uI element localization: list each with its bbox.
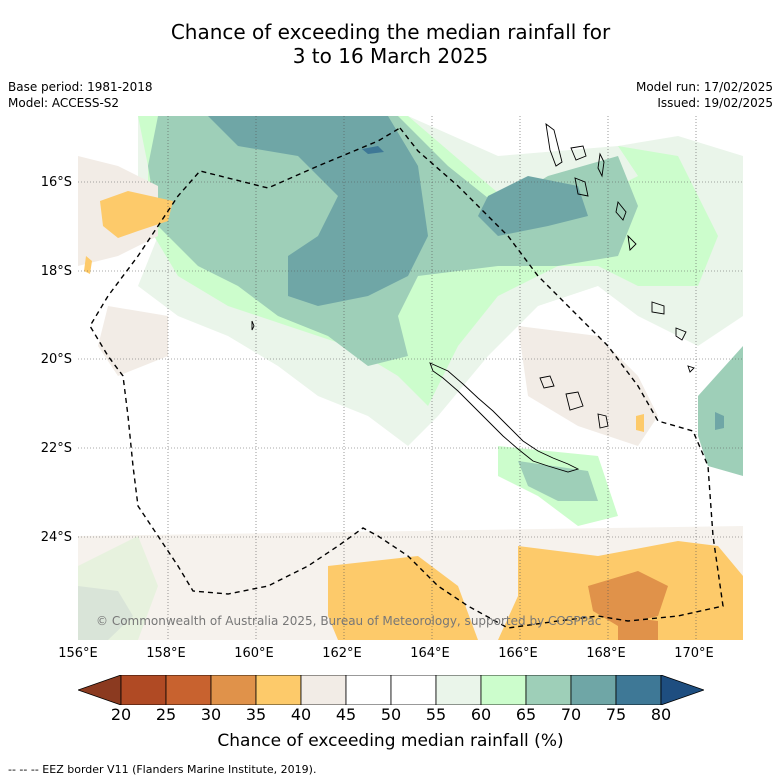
colorbar-tick-45: 45 [335, 705, 357, 724]
colorbar-extend-low [78, 675, 122, 705]
lat-label-16s: 16°S [40, 175, 72, 190]
colorbar-tick-35: 35 [245, 705, 267, 724]
copyright-notice: © Commonwealth of Australia 2025, Bureau… [96, 614, 602, 628]
lat-label-18s: 18°S [40, 264, 72, 279]
colorbar-tick-80: 80 [650, 705, 672, 724]
lat-label-22s: 22°S [40, 441, 72, 456]
coastlines [251, 122, 695, 473]
colorbar-cell [165, 675, 212, 705]
lat-label-20s: 20°S [40, 352, 72, 367]
vanuatu-island-2 [570, 145, 587, 161]
loyalty-island-3 [597, 413, 609, 429]
lon-label-158e: 158°E [146, 646, 186, 661]
colorbar-tick-60: 60 [470, 705, 492, 724]
colorbar-extend-high [660, 675, 704, 705]
map-title-line1: Chance of exceeding the median rainfall … [170, 20, 611, 44]
colorbar-tick-20: 20 [110, 705, 132, 724]
contour-40-patch-west [100, 191, 173, 238]
colorbar-cell [525, 675, 572, 705]
small-island-2 [687, 365, 695, 373]
metadata-right: Model run: 17/02/2025 Issued: 19/02/2025 [636, 79, 773, 111]
lon-label-162e: 162°E [322, 646, 362, 661]
colorbar-cell [300, 675, 347, 705]
new-caledonia-coast [429, 362, 580, 473]
contour-75-band-east [478, 176, 588, 236]
colorbar-cell [390, 675, 437, 705]
colorbar-cell [255, 675, 302, 705]
lat-label-24s: 24°S [40, 530, 72, 545]
contour-80-spot [362, 146, 384, 154]
colorbar-cell [120, 675, 167, 705]
vanuatu-island-1 [545, 122, 563, 167]
colorbar-cell [480, 675, 527, 705]
colorbar-tick-30: 30 [200, 705, 222, 724]
contour-35-patch-south2 [618, 616, 658, 640]
vanuatu-island-5 [615, 200, 627, 221]
colorbar-tick-55: 55 [425, 705, 447, 724]
vanuatu-island-6 [627, 234, 637, 251]
colorbar-tick-40: 40 [290, 705, 312, 724]
model-run: Model run: 17/02/2025 [635, 80, 773, 94]
contour-75-band [208, 116, 428, 306]
colorbar-tick-25: 25 [155, 705, 177, 724]
model-name: Model: ACCESS-S2 [8, 96, 120, 110]
colorbar-cell [570, 675, 617, 705]
base-period: Base period: 1981-2018 [8, 80, 153, 94]
colorbar-label: Chance of exceeding median rainfall (%) [217, 731, 564, 751]
small-island-1 [251, 320, 255, 331]
contour-35-patch-east [636, 414, 644, 432]
contour-40-patch-south [328, 556, 478, 640]
contour-45-band-east [518, 326, 658, 446]
contour-east-edge-dark [715, 412, 724, 430]
lon-label-170e: 170°E [674, 646, 714, 661]
vanuatu-island-8 [675, 327, 687, 341]
loyalty-island-2 [565, 391, 584, 411]
colorbar-cell [435, 675, 482, 705]
lon-label-168e: 168°E [586, 646, 626, 661]
map-title-line2: 3 to 16 March 2025 [292, 44, 489, 68]
rainfall-map [78, 116, 743, 640]
lon-label-164e: 164°E [410, 646, 450, 661]
colorbar-tick-50: 50 [380, 705, 402, 724]
graticule [78, 116, 743, 640]
colorbar-tick-70: 70 [560, 705, 582, 724]
lon-label-166e: 166°E [498, 646, 538, 661]
metadata-left: Base period: 1981-2018 Model: ACCESS-S2 [8, 79, 153, 111]
vanuatu-island-4 [574, 177, 589, 197]
colorbar [78, 675, 704, 705]
contour-south-teal [518, 461, 598, 501]
eez-border [89, 127, 724, 629]
loyalty-island-1 [539, 375, 555, 389]
eez-footnote: -- -- -- EEZ border V11 (Flanders Marine… [8, 763, 317, 776]
contour-east-edge [698, 346, 743, 476]
contour-45-band-west2 [98, 306, 168, 376]
contour-40-patch-small [84, 256, 92, 274]
vanuatu-island-3 [597, 152, 605, 178]
lon-label-160e: 160°E [234, 646, 274, 661]
colorbar-cell [615, 675, 662, 705]
lon-label-156e: 156°E [58, 646, 98, 661]
issued-date: Issued: 19/02/2025 [657, 96, 773, 110]
colorbar-cell [210, 675, 257, 705]
colorbar-cell [345, 675, 392, 705]
vanuatu-island-7 [651, 301, 665, 315]
colorbar-tick-65: 65 [515, 705, 537, 724]
colorbar-tick-75: 75 [605, 705, 627, 724]
